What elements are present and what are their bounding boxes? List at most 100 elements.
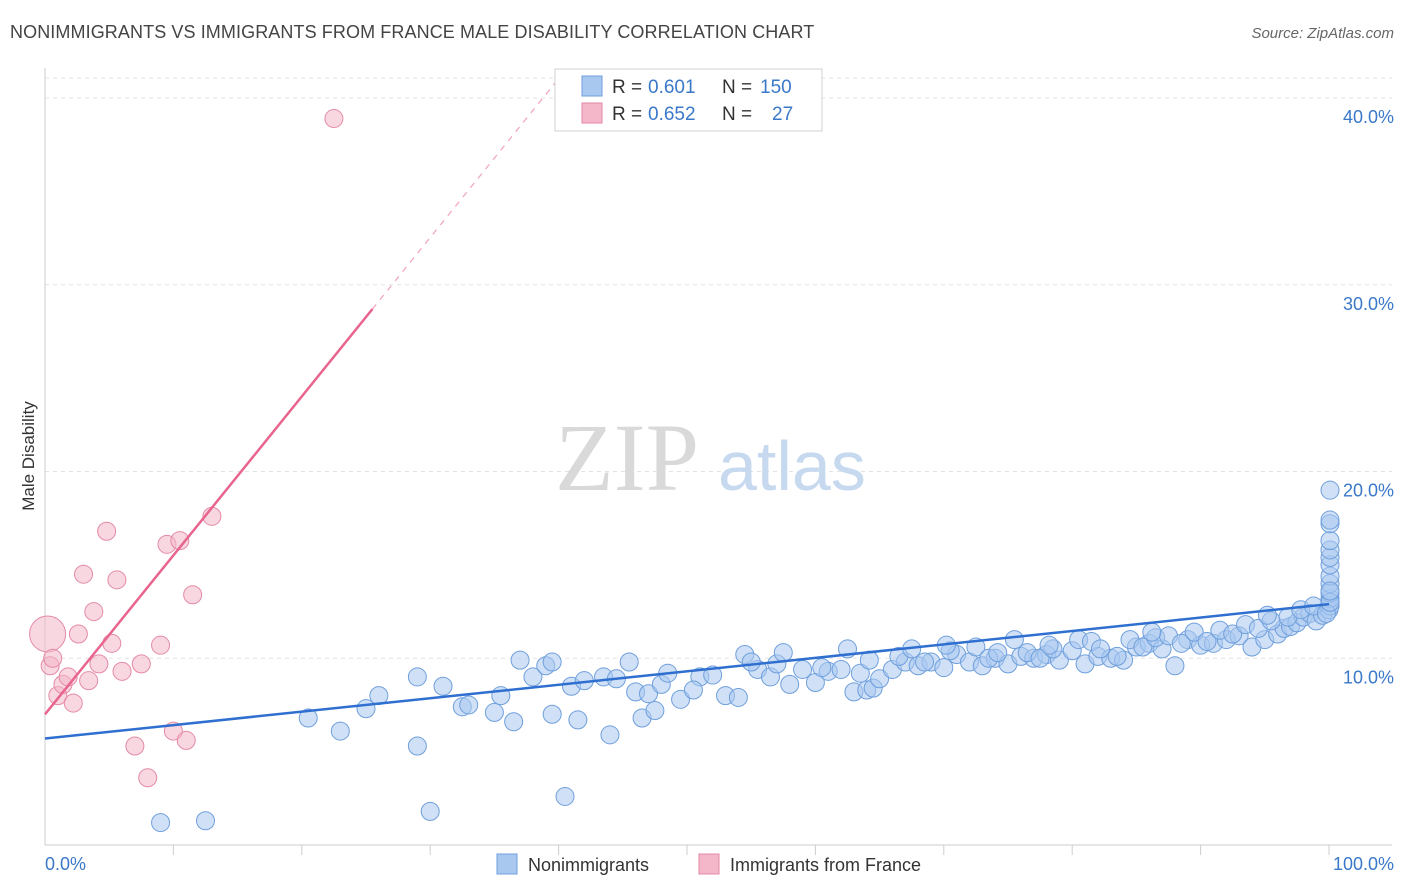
point-nonimmigrants	[1171, 633, 1191, 653]
point-immigrants-from-france	[29, 615, 67, 653]
bottom-legend-label-immigrants: Immigrants from France	[730, 855, 921, 875]
point-nonimmigrants	[407, 736, 427, 756]
watermark-zip: ZIP	[555, 404, 699, 511]
trendline-immigrants-extrapolation	[371, 69, 567, 310]
point-nonimmigrants	[459, 695, 479, 715]
legend-n-value-2: 27	[772, 104, 793, 125]
y-axis-title: Male Disability	[19, 401, 38, 511]
point-immigrants-from-france	[97, 521, 117, 541]
point-nonimmigrants	[1090, 639, 1110, 659]
point-immigrants-from-france	[107, 570, 127, 590]
point-nonimmigrants	[1004, 630, 1024, 650]
point-nonimmigrants	[773, 643, 793, 663]
point-nonimmigrants	[870, 669, 890, 689]
source-credit: Source: ZipAtlas.com	[1251, 25, 1394, 42]
y-tick-labels: 10.0% 20.0% 30.0% 40.0%	[1343, 107, 1394, 687]
point-immigrants-from-france	[63, 693, 83, 713]
point-immigrants-from-france	[84, 602, 104, 622]
point-nonimmigrants	[504, 712, 524, 732]
y-tick-label: 30.0%	[1343, 294, 1394, 314]
point-nonimmigrants	[1184, 622, 1204, 642]
legend-r-label-2: R =	[612, 104, 642, 125]
point-nonimmigrants	[1142, 622, 1162, 642]
x-tick-label-max: 100.0%	[1333, 854, 1394, 874]
point-nonimmigrants	[741, 652, 761, 672]
watermark-atlas: atlas	[718, 427, 866, 505]
point-nonimmigrants	[151, 813, 171, 833]
bottom-legend-swatch-immigrants	[698, 853, 720, 875]
point-nonimmigrants	[555, 786, 575, 806]
point-immigrants-from-france	[68, 624, 88, 644]
point-nonimmigrants	[1320, 510, 1340, 530]
point-nonimmigrants	[1039, 635, 1059, 655]
point-nonimmigrants	[196, 811, 215, 831]
point-nonimmigrants	[638, 684, 658, 704]
point-immigrants-from-france	[112, 661, 132, 681]
point-immigrants-from-france	[176, 730, 196, 750]
point-immigrants-from-france	[131, 654, 151, 674]
point-nonimmigrants	[619, 652, 639, 672]
point-nonimmigrants	[1320, 581, 1340, 601]
x-axis-ticks	[172, 845, 1330, 855]
point-nonimmigrants	[542, 652, 562, 672]
y-tick-label: 10.0%	[1343, 667, 1394, 687]
point-nonimmigrants	[600, 725, 620, 745]
point-immigrants-from-france	[183, 585, 203, 605]
point-immigrants-from-france	[43, 648, 63, 668]
point-immigrants-from-france	[102, 633, 122, 653]
y-tick-label: 40.0%	[1343, 107, 1394, 127]
point-immigrants-from-france	[151, 635, 171, 655]
bottom-legend-label-nonimmigrants: Nonimmigrants	[528, 855, 649, 875]
point-nonimmigrants	[728, 687, 748, 707]
point-nonimmigrants	[988, 643, 1008, 663]
point-nonimmigrants	[1030, 648, 1050, 668]
trendline-immigrants-from-france	[44, 308, 374, 716]
legend-n-label-1: N =	[722, 77, 752, 98]
point-nonimmigrants	[671, 689, 691, 709]
point-nonimmigrants	[645, 701, 665, 721]
point-nonimmigrants	[568, 710, 588, 730]
point-nonimmigrants	[831, 659, 851, 679]
point-nonimmigrants	[1320, 480, 1340, 500]
series-immigrants-from-france	[29, 109, 344, 788]
point-nonimmigrants	[850, 663, 870, 683]
point-nonimmigrants	[330, 721, 350, 741]
point-immigrants-from-france	[89, 654, 109, 674]
point-nonimmigrants	[1165, 656, 1185, 676]
point-nonimmigrants	[1133, 637, 1153, 657]
chart-title: NONIMMIGRANTS VS IMMIGRANTS FROM FRANCE …	[10, 22, 815, 42]
point-nonimmigrants	[1197, 631, 1217, 651]
bottom-legend-swatch-nonimmigrants	[496, 853, 518, 875]
point-immigrants-from-france	[170, 531, 190, 551]
point-immigrants-from-france	[138, 768, 158, 788]
series-legend: Nonimmigrants Immigrants from France	[496, 853, 921, 875]
gridlines	[45, 77, 1392, 659]
y-tick-label: 20.0%	[1343, 481, 1394, 501]
correlation-legend: R = 0.601 N = 150 R = 0.652 N = 27	[554, 68, 823, 132]
point-nonimmigrants	[934, 658, 954, 678]
point-nonimmigrants	[1107, 646, 1127, 666]
point-nonimmigrants	[510, 650, 530, 670]
point-immigrants-from-france	[324, 109, 344, 129]
point-nonimmigrants	[780, 674, 800, 694]
point-nonimmigrants	[1223, 624, 1243, 644]
trendlines	[44, 69, 1330, 740]
point-nonimmigrants	[542, 704, 562, 724]
point-nonimmigrants	[915, 652, 935, 672]
legend-r-value-2: 0.652	[648, 104, 696, 125]
legend-swatch-nonimmigrants	[581, 75, 603, 97]
point-nonimmigrants	[683, 680, 703, 700]
point-nonimmigrants	[484, 702, 504, 722]
point-nonimmigrants	[298, 708, 318, 728]
point-nonimmigrants	[420, 801, 440, 821]
x-tick-label-min: 0.0%	[45, 854, 86, 874]
point-immigrants-from-france	[74, 564, 94, 584]
point-nonimmigrants	[812, 658, 832, 678]
legend-r-label-1: R =	[612, 77, 642, 98]
point-nonimmigrants	[433, 676, 453, 696]
point-nonimmigrants	[1320, 531, 1340, 551]
point-immigrants-from-france	[79, 671, 99, 691]
legend-n-label-2: N =	[722, 104, 752, 125]
point-nonimmigrants	[523, 667, 543, 687]
